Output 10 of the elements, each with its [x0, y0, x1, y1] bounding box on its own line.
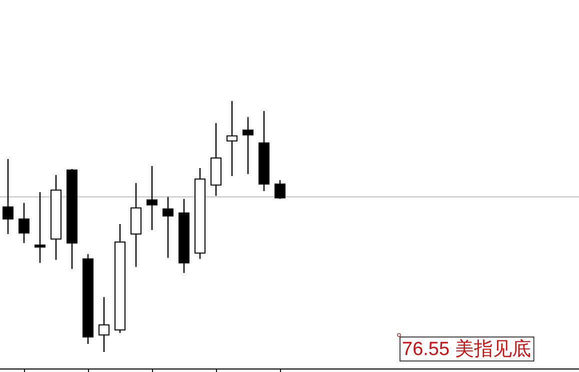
candlestick: [226, 100, 238, 177]
text: 76.55 美指见底: [402, 338, 531, 360]
candlestick: [162, 196, 174, 258]
candlestick: [98, 296, 110, 353]
candlestick: [242, 116, 254, 175]
candlestick: [146, 165, 158, 231]
candlestick: [274, 179, 286, 200]
candlestick: [18, 202, 30, 244]
candlestick: [2, 158, 14, 235]
candlestick: [34, 192, 46, 264]
